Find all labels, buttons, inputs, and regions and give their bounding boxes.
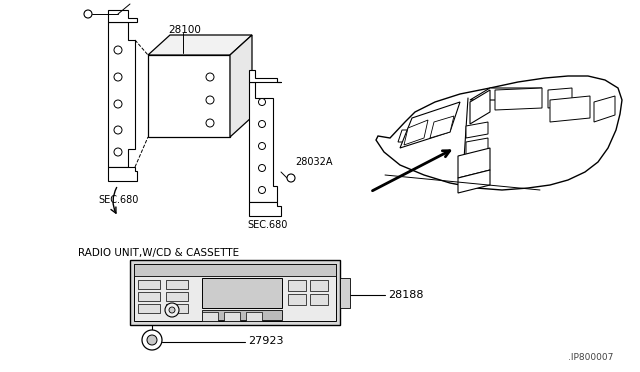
- Polygon shape: [430, 116, 454, 138]
- Circle shape: [114, 73, 122, 81]
- Bar: [202, 312, 218, 321]
- Bar: [148, 55, 230, 137]
- Polygon shape: [458, 170, 490, 193]
- Bar: [202, 278, 282, 308]
- Bar: [288, 280, 306, 291]
- Polygon shape: [376, 76, 622, 190]
- Text: RADIO UNIT,W/CD & CASSETTE: RADIO UNIT,W/CD & CASSETTE: [78, 248, 239, 258]
- Circle shape: [259, 186, 266, 193]
- Polygon shape: [230, 35, 252, 137]
- Bar: [138, 292, 160, 301]
- Circle shape: [165, 303, 179, 317]
- Bar: [340, 278, 350, 308]
- Circle shape: [206, 73, 214, 81]
- Polygon shape: [548, 88, 572, 108]
- Text: SEC.680: SEC.680: [247, 220, 287, 230]
- Polygon shape: [415, 122, 430, 136]
- Circle shape: [287, 174, 295, 182]
- Polygon shape: [249, 70, 281, 82]
- Bar: [288, 294, 306, 305]
- Circle shape: [259, 164, 266, 171]
- Bar: [310, 294, 328, 305]
- Text: 28188: 28188: [388, 290, 424, 300]
- Circle shape: [142, 330, 162, 350]
- Text: SEC.680: SEC.680: [98, 195, 138, 205]
- Text: 28032A: 28032A: [132, 0, 170, 2]
- Polygon shape: [108, 10, 137, 22]
- Text: 28100: 28100: [168, 25, 201, 35]
- Bar: [134, 264, 336, 321]
- Circle shape: [114, 46, 122, 54]
- Polygon shape: [249, 82, 277, 202]
- Circle shape: [259, 99, 266, 106]
- Bar: [202, 310, 282, 320]
- Bar: [246, 312, 262, 321]
- Polygon shape: [495, 88, 542, 110]
- Polygon shape: [108, 167, 137, 181]
- Polygon shape: [398, 130, 412, 142]
- Circle shape: [84, 10, 92, 18]
- Text: 27923: 27923: [248, 336, 284, 346]
- Bar: [166, 280, 188, 289]
- Polygon shape: [400, 102, 460, 148]
- Circle shape: [259, 121, 266, 128]
- Bar: [134, 264, 336, 276]
- Polygon shape: [404, 120, 428, 145]
- Polygon shape: [470, 90, 490, 124]
- Bar: [130, 260, 340, 325]
- Circle shape: [147, 335, 157, 345]
- Polygon shape: [108, 22, 135, 167]
- Polygon shape: [466, 138, 488, 155]
- Circle shape: [169, 307, 175, 313]
- Circle shape: [206, 119, 214, 127]
- Polygon shape: [594, 96, 615, 122]
- Polygon shape: [550, 96, 590, 122]
- Polygon shape: [466, 122, 488, 138]
- Circle shape: [114, 126, 122, 134]
- Bar: [138, 280, 160, 289]
- Bar: [224, 312, 240, 321]
- Bar: [310, 280, 328, 291]
- Circle shape: [206, 96, 214, 104]
- Text: .IP800007: .IP800007: [568, 353, 613, 362]
- Circle shape: [259, 142, 266, 150]
- Circle shape: [114, 100, 122, 108]
- Polygon shape: [470, 88, 542, 100]
- Polygon shape: [249, 202, 281, 216]
- Polygon shape: [458, 148, 490, 178]
- Bar: [166, 292, 188, 301]
- Polygon shape: [148, 35, 252, 55]
- Bar: [166, 304, 188, 313]
- Bar: [138, 304, 160, 313]
- Text: 28032A: 28032A: [295, 157, 333, 167]
- Circle shape: [114, 148, 122, 156]
